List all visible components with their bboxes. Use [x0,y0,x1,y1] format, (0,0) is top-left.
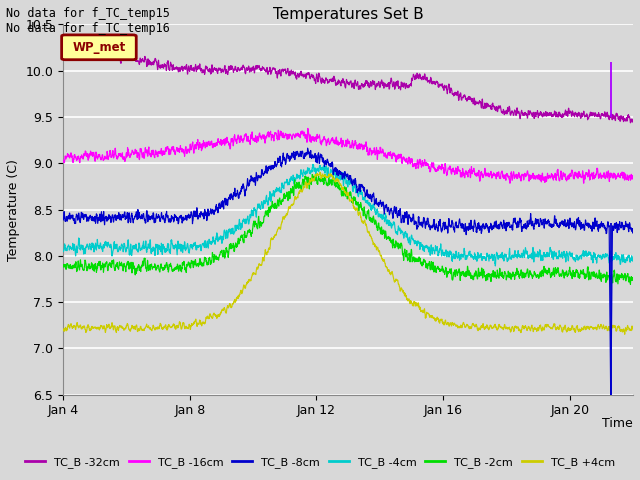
Legend: TC_B -32cm, TC_B -16cm, TC_B -8cm, TC_B -4cm, TC_B -2cm, TC_B +4cm: TC_B -32cm, TC_B -16cm, TC_B -8cm, TC_B … [20,452,620,472]
FancyBboxPatch shape [61,35,136,60]
Text: No data for f_TC_temp15: No data for f_TC_temp15 [6,7,170,20]
Text: No data for f_TC_temp16: No data for f_TC_temp16 [6,22,170,35]
Text: Time: Time [602,417,633,430]
Title: Temperatures Set B: Temperatures Set B [273,7,424,22]
Text: WP_met: WP_met [72,41,125,54]
Y-axis label: Temperature (C): Temperature (C) [7,159,20,261]
